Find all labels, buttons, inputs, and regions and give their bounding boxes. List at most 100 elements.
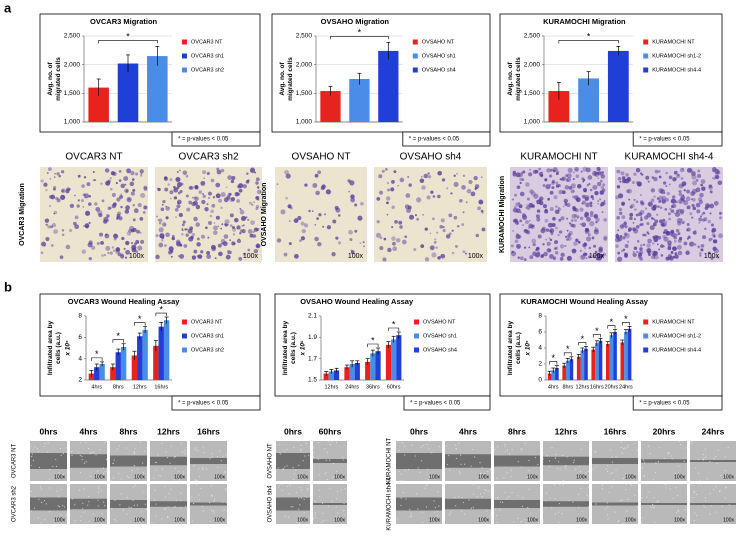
cell	[585, 202, 590, 208]
cell	[512, 172, 517, 177]
cell	[560, 177, 565, 181]
cell	[661, 195, 667, 201]
cell	[121, 236, 125, 241]
cell	[120, 193, 122, 195]
cell	[580, 254, 586, 260]
cell	[553, 195, 558, 200]
speckle	[151, 522, 153, 524]
cell	[442, 228, 446, 233]
cell	[399, 225, 403, 229]
speckle	[184, 449, 187, 451]
cell	[616, 216, 620, 220]
wound-gap	[313, 459, 347, 463]
cell	[584, 196, 589, 202]
speckle	[210, 509, 213, 512]
cell	[431, 252, 437, 258]
cell	[193, 249, 198, 254]
speckle	[548, 460, 551, 462]
note: * = p-values < 0.05	[639, 137, 690, 143]
y-tick-label: 1,000	[524, 119, 541, 126]
speckle	[655, 462, 657, 464]
cell	[653, 176, 658, 182]
cell	[207, 173, 209, 175]
cell	[572, 171, 575, 174]
cell	[698, 221, 701, 224]
time-label: 12hrs	[157, 426, 180, 436]
cell	[169, 190, 174, 195]
speckle	[558, 503, 560, 505]
cell	[293, 218, 299, 223]
speckle	[173, 506, 175, 508]
cell	[704, 227, 707, 231]
cell	[636, 181, 639, 184]
cell	[237, 183, 244, 189]
cell	[126, 168, 132, 174]
cell	[241, 224, 244, 227]
speckle	[397, 518, 399, 520]
cell	[695, 178, 699, 182]
magnification: 100x	[589, 253, 605, 260]
speckle	[293, 446, 295, 448]
cell	[544, 209, 549, 214]
significance-bracket	[388, 327, 400, 331]
speckle	[342, 456, 344, 458]
speckle	[212, 510, 215, 512]
cell	[437, 256, 441, 260]
speckle	[458, 496, 460, 498]
speckle	[409, 508, 411, 511]
cell	[81, 249, 87, 254]
speckle	[594, 450, 596, 453]
cell	[635, 213, 639, 217]
cell	[524, 229, 527, 232]
cell	[686, 222, 690, 226]
wound-gap	[641, 459, 687, 463]
speckle	[667, 453, 669, 455]
speckle	[134, 484, 137, 486]
cell	[378, 190, 384, 195]
speckle	[226, 453, 228, 456]
speckle	[664, 457, 666, 459]
cell	[191, 232, 196, 237]
cell	[52, 187, 56, 191]
speckle	[545, 499, 547, 502]
speckle	[556, 467, 558, 469]
cell	[700, 183, 703, 187]
speckle	[65, 514, 68, 516]
cell	[675, 233, 678, 237]
cell	[662, 245, 665, 248]
cell	[544, 178, 547, 181]
cell	[572, 195, 575, 199]
cell	[481, 227, 486, 232]
speckle	[562, 480, 564, 482]
cell	[708, 238, 712, 242]
speckle	[721, 505, 723, 507]
speckle	[194, 448, 196, 451]
cell	[56, 172, 60, 176]
cell	[427, 175, 432, 179]
legend-swatch	[182, 347, 187, 353]
cell	[124, 209, 130, 214]
speckle	[429, 440, 431, 443]
cell	[681, 181, 687, 187]
speckle	[537, 521, 539, 524]
speckle	[728, 504, 730, 506]
speckle	[484, 489, 486, 491]
row-label: OVSAHO NT	[268, 443, 274, 479]
magnification: 100x	[174, 517, 185, 523]
cell	[640, 194, 642, 196]
cell	[564, 244, 567, 248]
magnification: 100x	[704, 253, 720, 260]
cell	[210, 178, 215, 183]
cell	[88, 202, 92, 206]
cell	[40, 251, 44, 255]
cell	[568, 185, 573, 190]
speckle	[101, 513, 103, 515]
cell	[644, 207, 648, 210]
cell	[461, 185, 466, 190]
cell	[676, 218, 682, 224]
cell	[158, 227, 164, 233]
speckle	[326, 451, 328, 453]
speckle	[409, 516, 411, 518]
speckle	[710, 505, 713, 507]
wound-gap	[690, 503, 736, 505]
